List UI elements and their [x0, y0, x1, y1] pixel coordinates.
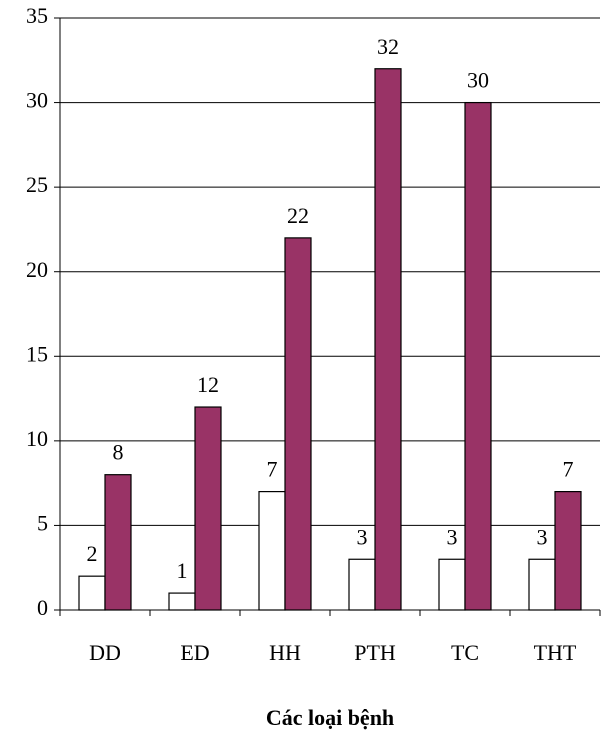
y-tick-label: 15: [26, 341, 48, 366]
data-label: 7: [267, 457, 278, 482]
data-label: 8: [113, 440, 124, 465]
bar: [258, 491, 286, 611]
bar: [284, 237, 312, 611]
y-tick-label: 0: [37, 595, 48, 620]
bar: [104, 474, 132, 611]
data-label: 12: [197, 372, 219, 397]
bar: [554, 491, 582, 611]
data-label: 3: [537, 524, 548, 549]
x-tick-label: PTH: [354, 640, 396, 665]
data-label: 32: [377, 34, 399, 59]
bar: [168, 592, 196, 611]
bar: [464, 101, 492, 611]
x-tick-label: HH: [269, 640, 301, 665]
x-tick-label: THT: [534, 640, 577, 665]
y-tick-label: 30: [26, 88, 48, 113]
bar: [374, 68, 402, 611]
y-tick-label: 10: [26, 426, 48, 451]
bar: [78, 575, 106, 611]
bar: [348, 558, 376, 611]
x-axis-title: Các loại bệnh: [266, 705, 394, 730]
y-tick-label: 25: [26, 172, 48, 197]
y-tick-label: 5: [37, 510, 48, 535]
y-tick-label: 20: [26, 257, 48, 282]
data-label: 1: [177, 558, 188, 583]
y-tick-label: 35: [26, 3, 48, 28]
x-tick-label: DD: [89, 640, 121, 665]
x-tick-label: TC: [451, 640, 479, 665]
bar: [528, 558, 556, 611]
x-tick-label: ED: [180, 640, 209, 665]
data-label: 3: [447, 524, 458, 549]
bar: [438, 558, 466, 611]
data-label: 3: [357, 524, 368, 549]
data-label: 7: [563, 457, 574, 482]
data-label: 22: [287, 203, 309, 228]
bar: [194, 406, 222, 611]
data-label: 2: [87, 541, 98, 566]
data-label: 30: [467, 68, 489, 93]
